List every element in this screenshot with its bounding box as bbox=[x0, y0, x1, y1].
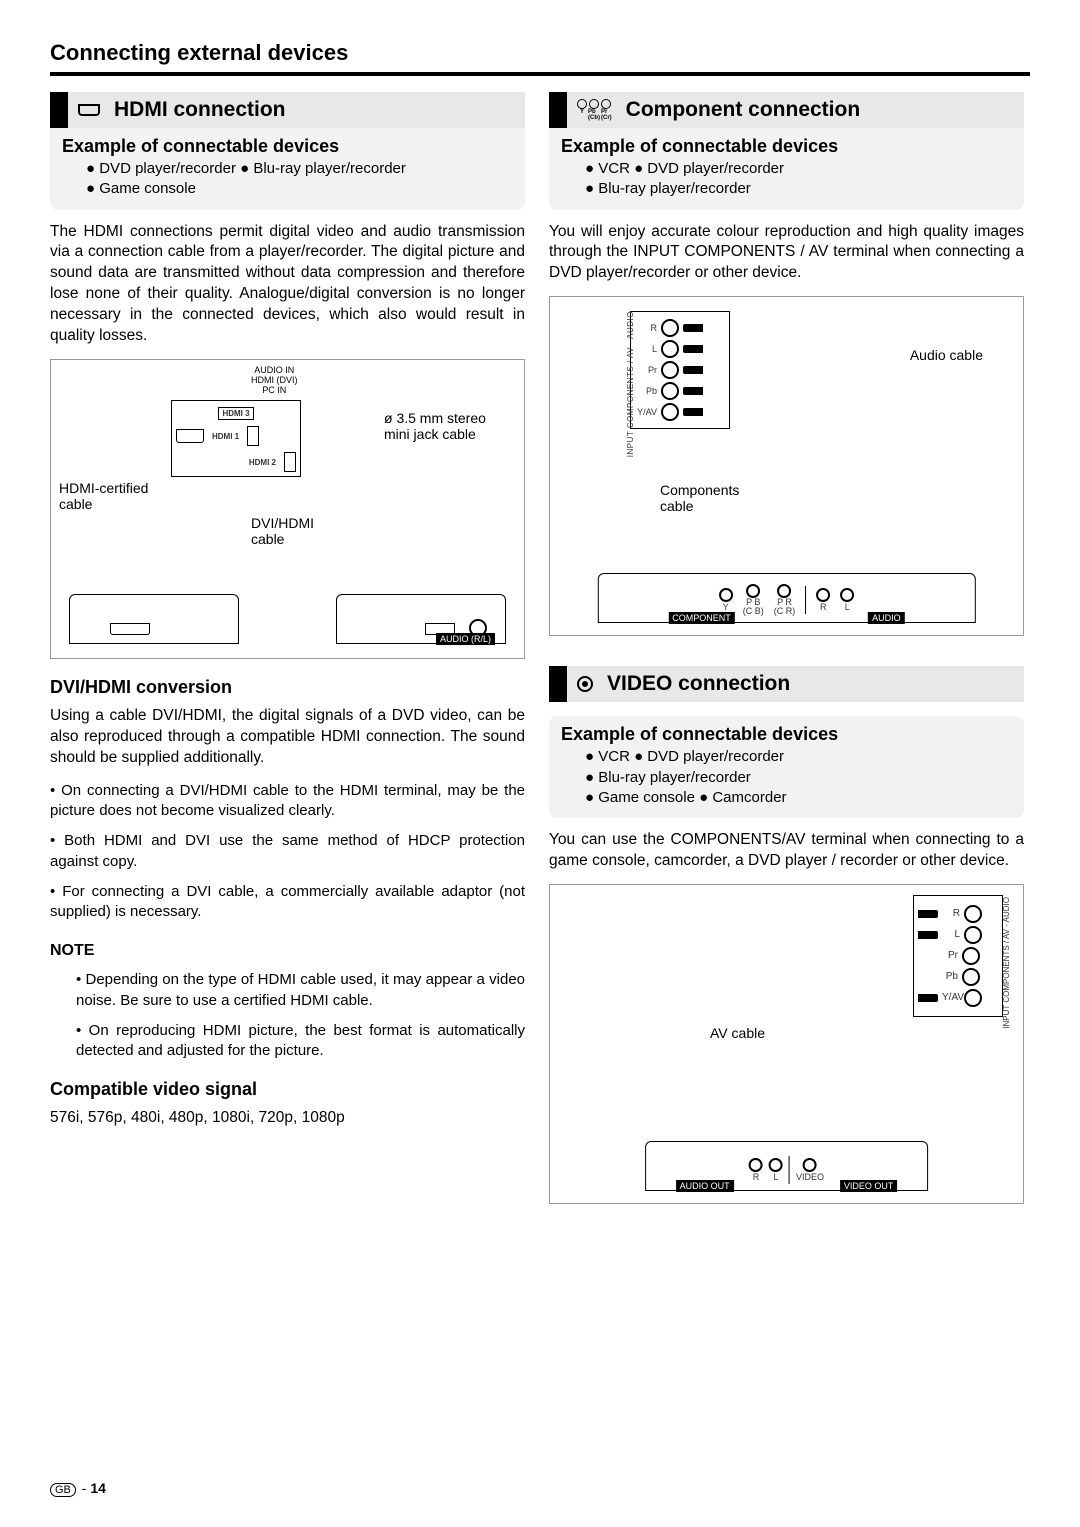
region-badge: GB bbox=[50, 1483, 76, 1497]
note-label: NOTE bbox=[50, 942, 525, 960]
video-jack-icon bbox=[577, 676, 593, 692]
vpanel-r: R bbox=[753, 1172, 760, 1182]
note-bullet-2: • On reproducing HDMI picture, the best … bbox=[50, 1021, 525, 1062]
component-body: You will enjoy accurate colour reproduct… bbox=[549, 222, 1024, 285]
component-example-line1: ● VCR ● DVD player/recorder bbox=[561, 159, 1012, 179]
panel-pb: P B (C B) bbox=[743, 598, 764, 616]
component-heading-text: Component connection bbox=[626, 98, 861, 122]
note-bullet-1: • Depending on the type of HDMI cable us… bbox=[50, 970, 525, 1011]
hdmi-example-box: Example of connectable devices ● DVD pla… bbox=[50, 128, 525, 210]
compat-signal-heading: Compatible video signal bbox=[50, 1079, 525, 1100]
component-side-label: INPUT COMPONENTS / AV - AUDIO bbox=[626, 311, 635, 457]
component-example-title: Example of connectable devices bbox=[561, 136, 1012, 157]
port-l: L bbox=[635, 344, 657, 354]
port-r: R bbox=[635, 323, 657, 333]
video-example-line2: ● Blu-ray player/recorder bbox=[561, 768, 1012, 788]
video-example-line1: ● VCR ● DVD player/recorder bbox=[561, 747, 1012, 767]
panel-pr: P R (C R) bbox=[774, 598, 796, 616]
port-pr: Pr bbox=[635, 365, 657, 375]
panel-y: Y bbox=[723, 602, 729, 612]
comp-icon-pb: Pb (Cb) bbox=[588, 109, 600, 121]
component-example-box: Example of connectable devices ● VCR ● D… bbox=[549, 128, 1024, 210]
hdmi-heading-text: HDMI connection bbox=[114, 98, 286, 122]
hdmi-port-icon bbox=[78, 104, 100, 116]
compat-signal-body: 576i, 576p, 480i, 480p, 1080i, 720p, 108… bbox=[50, 1108, 525, 1129]
video-example-line3: ● Game console ● Camcorder bbox=[561, 788, 1012, 808]
components-cable-label: Components cable bbox=[660, 482, 770, 514]
video-diagram: R L Pr Pb Y/AV INPUT COMPONENTS / AV - A… bbox=[549, 884, 1024, 1204]
hdmi2-label: HDMI 2 bbox=[249, 458, 276, 467]
hdmi-example-line2: ● Game console bbox=[62, 179, 513, 199]
page-footer: GB - 14 bbox=[50, 1480, 106, 1497]
component-heading: Y Pb (Cb) Pr (Cr) Component connection bbox=[549, 92, 1024, 128]
vpanel-l: L bbox=[773, 1172, 778, 1182]
port-yav: Y/AV bbox=[635, 407, 657, 417]
dvi-bullet-1: • On connecting a DVI/HDMI cable to the … bbox=[50, 781, 525, 822]
component-example-line2: ● Blu-ray player/recorder bbox=[561, 179, 1012, 199]
video-side-label: INPUT COMPONENTS / AV - AUDIO bbox=[1002, 897, 1011, 1029]
dvi-bullet-2: • Both HDMI and DVI use the same method … bbox=[50, 831, 525, 872]
comp-icon-pr: Pr (Cr) bbox=[601, 109, 612, 121]
dvi-conversion-heading: DVI/HDMI conversion bbox=[50, 677, 525, 698]
panel-component-label: COMPONENT bbox=[668, 612, 735, 624]
left-column: HDMI connection Example of connectable d… bbox=[50, 92, 525, 1220]
vpanel-audio-out: AUDIO OUT bbox=[676, 1180, 734, 1192]
video-example-title: Example of connectable devices bbox=[561, 724, 1012, 745]
footer-sep: - bbox=[82, 1480, 87, 1496]
hdmi-cable-label: HDMI-certified cable bbox=[59, 480, 169, 512]
port-pb: Pb bbox=[635, 386, 657, 396]
vport-yav: Y/AV bbox=[942, 992, 960, 1003]
hdmi-body: The HDMI connections permit digital vide… bbox=[50, 222, 525, 348]
audio-rl-label: AUDIO (R/L) bbox=[436, 633, 495, 645]
dvi-hdmi-cable-label: DVI/HDMI cable bbox=[251, 515, 341, 547]
video-example-box: Example of connectable devices ● VCR ● D… bbox=[549, 716, 1024, 818]
hdmi-heading: HDMI connection bbox=[50, 92, 525, 128]
hdmi-diagram: AUDIO IN HDMI (DVI) PC IN ø 3.5 mm stere… bbox=[50, 359, 525, 659]
component-jacks-icon: Y Pb (Cb) Pr (Cr) bbox=[577, 99, 612, 121]
vport-pb: Pb bbox=[918, 971, 958, 982]
vport-r: R bbox=[942, 908, 960, 919]
dvi-conversion-body: Using a cable DVI/HDMI, the digital sign… bbox=[50, 706, 525, 769]
vpanel-video-out: VIDEO OUT bbox=[840, 1180, 898, 1192]
page-number: 14 bbox=[90, 1480, 106, 1496]
right-column: Y Pb (Cb) Pr (Cr) Component connection E… bbox=[549, 92, 1024, 1220]
hdmi3-label: HDMI 3 bbox=[218, 407, 253, 420]
comp-icon-y: Y bbox=[580, 109, 584, 115]
audio-cable-label: Audio cable bbox=[910, 347, 983, 363]
hdmi-example-title: Example of connectable devices bbox=[62, 136, 513, 157]
hdmi1-label: HDMI 1 bbox=[212, 432, 239, 441]
component-diagram: R L Pr Pb Y/AV INPUT COMPONENTS / AV - A… bbox=[549, 296, 1024, 636]
title-rule bbox=[50, 72, 1030, 76]
video-body: You can use the COMPONENTS/AV terminal w… bbox=[549, 830, 1024, 872]
hdmi-audio-in-label: AUDIO IN HDMI (DVI) PC IN bbox=[251, 366, 298, 396]
panel-l: L bbox=[845, 602, 850, 612]
page-title: Connecting external devices bbox=[50, 40, 1030, 66]
panel-r: R bbox=[820, 602, 827, 612]
video-heading-text: VIDEO connection bbox=[607, 672, 790, 696]
vport-pr: Pr bbox=[918, 950, 958, 961]
dvi-bullet-3: • For connecting a DVI cable, a commerci… bbox=[50, 882, 525, 923]
video-heading: VIDEO connection bbox=[549, 666, 1024, 702]
hdmi-mini-jack-label: ø 3.5 mm stereo mini jack cable bbox=[384, 410, 504, 442]
panel-audio-label: AUDIO bbox=[868, 612, 905, 624]
vpanel-video: VIDEO bbox=[796, 1172, 824, 1182]
av-cable-label: AV cable bbox=[710, 1025, 765, 1041]
hdmi-example-line1: ● DVD player/recorder ● Blu-ray player/r… bbox=[62, 159, 513, 179]
vport-l: L bbox=[942, 929, 960, 940]
